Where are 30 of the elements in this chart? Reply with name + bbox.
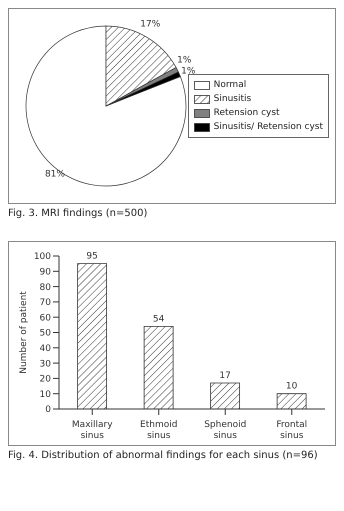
text: Fig. 3. MRI findings (n=500) [8,208,148,219]
y-tick-label: 60 [40,313,52,324]
legend-label: Sinusitis [214,93,252,106]
text: Fig. 4. Distribution of abnormal findings for each sinus (n=96) [8,450,319,461]
y-tick-label: 50 [40,328,52,339]
y-tick-label: 70 [40,298,52,308]
y-tick-label: 0 [45,405,52,416]
data-label: 81% [44,170,66,180]
y-tick-label: 80 [40,282,52,293]
y-tick-label: 10 [40,390,52,400]
data-label: 17 [219,370,231,381]
y-tick-label: 30 [40,359,52,370]
y-tick-label: 20 [40,374,52,385]
legend-label: Sinusitis/ Retension cyst [214,121,323,134]
y-axis-title: Number of patient [19,290,30,374]
x-tick-label: Ethmoid sinus [140,420,178,441]
data-label: 95 [86,252,98,262]
data-label: 17% [140,19,161,30]
legend-label: Retension cyst [214,107,280,120]
data-label: 1% [177,56,192,66]
x-tick-label: Maxillary sinus [72,420,114,441]
data-label: 54 [152,314,165,324]
x-tick-label: Sphenoid sinus [204,420,246,441]
y-tick-label: 40 [40,344,52,354]
x-tick-label: Frontal sinus [276,420,308,441]
y-tick-label: 100 [34,252,52,262]
legend-label: Normal [214,79,246,92]
data-label: 10 [286,382,298,392]
data-label: 1% [181,66,196,77]
y-tick-label: 90 [40,267,52,278]
